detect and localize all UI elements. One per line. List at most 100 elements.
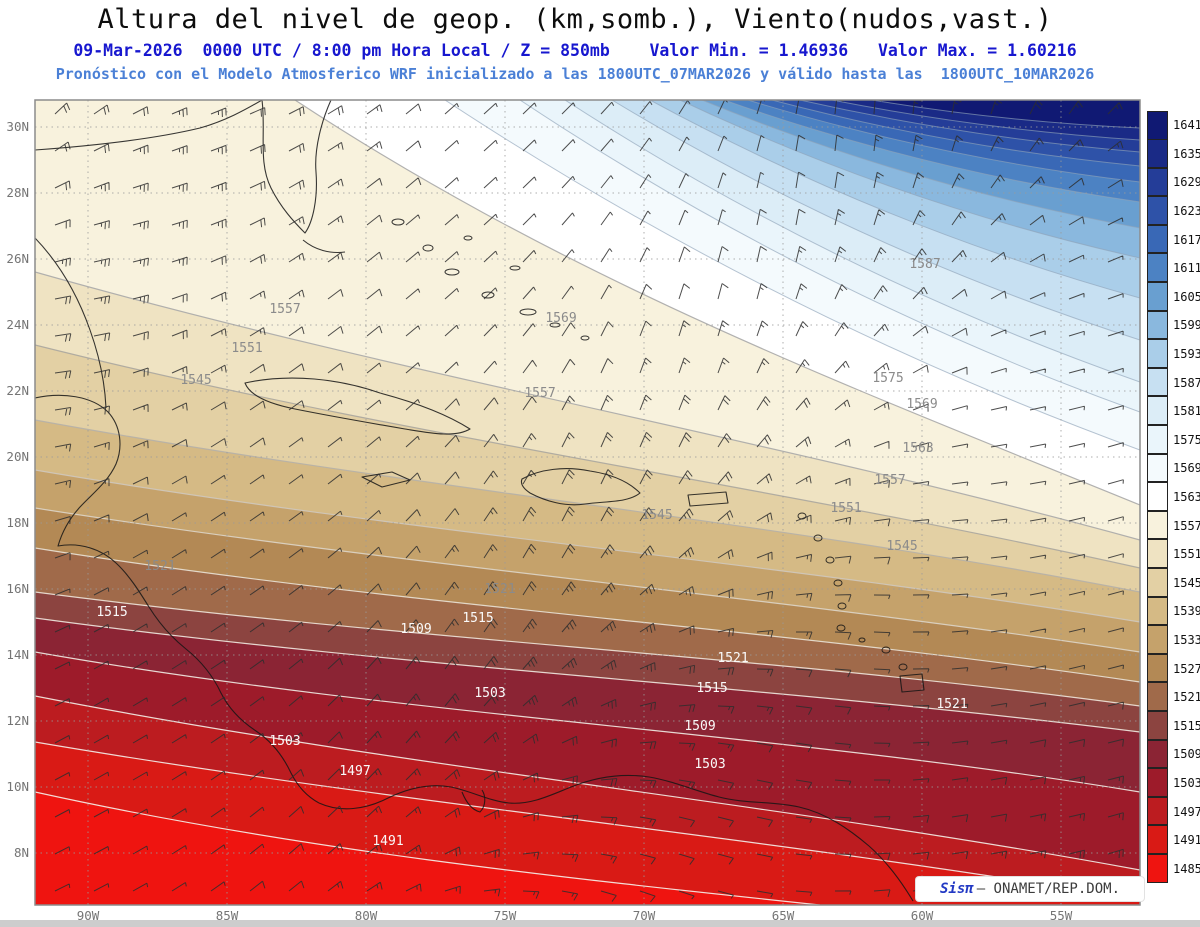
colorbar-row: 1491 [1147,825,1200,855]
contour-1503 [35,651,1140,793]
island [580,335,590,341]
colorbar-swatch [1147,196,1168,225]
colorbar-row: 1539 [1147,596,1200,626]
lon-label: 80W [355,908,378,923]
colorbar-row: 1569 [1147,453,1200,483]
contour-1509 [35,617,1140,733]
colorbar-value: 1581 [1173,404,1200,419]
lon-label: 85W [216,908,239,923]
colorbar-value: 1563 [1173,490,1200,505]
colorbar-row: 1521 [1147,682,1200,712]
island [549,322,561,328]
colorbar-value: 1557 [1173,518,1200,533]
colorbar-swatch [1147,796,1168,826]
contour-label: 1509 [400,622,431,637]
coastline [520,468,641,506]
coastline [261,100,332,234]
colorbar-row: 1527 [1147,653,1200,683]
colorbar-swatch [1147,568,1168,597]
colorbar-value: 1611 [1173,261,1200,276]
island [391,218,405,226]
colorbar-swatch [1147,453,1168,483]
wind-barbs-layer [54,100,1124,903]
colorbar-swatch [1147,167,1168,197]
contour-label: 1557 [874,473,905,488]
colorbar-swatch [1147,710,1168,740]
watermark-brand: Sisπ [939,881,974,897]
contour-1569 [444,100,1140,451]
colorbar-swatch [1147,768,1168,797]
colorbar-value: 1587 [1173,375,1200,390]
contour-label: 1551 [830,501,861,516]
colorbar-value: 1491 [1173,833,1200,848]
island [422,244,434,252]
latlon-grid [35,100,1140,905]
colorbar-value: 1521 [1173,690,1200,705]
contour-1515 [35,591,1140,707]
contour-label: 1575 [872,371,903,386]
contour-label: 1521 [936,697,967,712]
coastline [318,774,914,902]
colorbar-swatch [1147,482,1168,511]
lon-label: 60W [911,908,934,923]
contour-1623 [771,100,1140,167]
colorbar-row: 1623 [1147,196,1200,226]
island [481,291,495,299]
colorbar-row: 1551 [1147,539,1200,569]
island [833,579,843,587]
colorbar-value: 1545 [1173,575,1200,590]
lat-label: 28N [6,185,29,200]
colorbar-row: 1635 [1147,139,1200,169]
band-1641 [872,100,1140,128]
contour-1617 [747,100,1140,183]
model-info-line: Pronóstico con el Modelo Atmosferico WRF… [55,65,1095,83]
colorbar-swatch [1147,739,1168,769]
colorbar-swatch [1147,367,1168,397]
lat-label: 20N [6,449,29,464]
colorbar-swatch [1147,596,1168,626]
island [813,534,823,542]
colorbar-swatch [1147,825,1168,854]
colorbar-row: 1611 [1147,253,1200,283]
colorbar-row: 1509 [1147,739,1200,769]
contour-1545 [35,344,1140,569]
contour-1521 [35,547,1140,683]
bottom-frame-strip [0,920,1200,927]
colorbar-row: 1515 [1147,710,1200,740]
coastline [35,237,107,409]
coastline [35,394,320,804]
contour-label: 1509 [684,719,715,734]
contour-fill-layer [35,100,1140,905]
contour-1527 [35,507,1140,653]
contour-label: 1497 [339,764,370,779]
contour-1593 [649,100,1140,299]
colorbar-row: 1617 [1147,224,1200,254]
colorbar-value: 1509 [1173,747,1200,762]
contour-label: 1515 [96,605,127,620]
contour-1485 [35,791,821,905]
colorbar-swatch [1147,853,1168,883]
lat-label: 8N [14,845,29,860]
colorbar-value: 1485 [1173,861,1200,876]
watermark: Sisπ – ONAMET/REP.DOM. [916,877,1144,901]
coastlines-layer [35,100,925,902]
colorbar-row: 1503 [1147,768,1200,798]
colorbar-value: 1599 [1173,318,1200,333]
contour-1605 [701,100,1140,229]
contour-1575 [519,100,1140,413]
colorbar-row: 1605 [1147,282,1200,312]
colorbar-row: 1599 [1147,310,1200,340]
coastline [35,100,263,151]
island [836,624,846,632]
lon-label: 55W [1050,908,1073,923]
colorbar-value: 1497 [1173,804,1200,819]
island [444,268,460,276]
colorbar-row: 1593 [1147,339,1200,369]
colorbar-row: 1485 [1147,853,1200,883]
coastline [461,789,486,813]
contour-labels-layer: 1557155115451557156915871575156915631557… [96,257,967,849]
island [463,235,473,241]
colorbar-swatch [1147,682,1168,711]
colorbar-value: 1515 [1173,718,1200,733]
